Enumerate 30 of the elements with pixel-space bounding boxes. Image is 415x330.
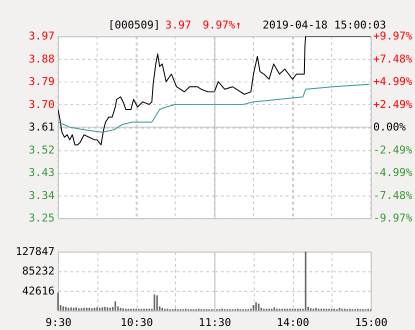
text: -9.97%	[373, 212, 412, 225]
x-tick-label: 10:30	[120, 316, 153, 329]
text: 2019-04-18 15:00:03	[262, 18, 386, 32]
x-tick-label: 14:00	[276, 316, 310, 329]
text: 9.97%↑	[202, 18, 242, 32]
y-tick-label: 3.61	[28, 120, 55, 134]
y-tick-label: 3.52	[28, 143, 55, 156]
text: [000509]	[108, 18, 160, 32]
y-tick-label: 3.25	[28, 212, 55, 225]
text: 3.97	[165, 18, 192, 32]
text: +7.48%	[373, 52, 412, 66]
y-tick-label: 42616	[22, 284, 55, 298]
x-tick-label: 15:00	[354, 316, 388, 329]
y-tick-label: 3.43	[28, 166, 55, 180]
text: -4.99%	[373, 166, 412, 180]
text: -2.49%	[373, 143, 412, 156]
x-tick-label: 9:30	[46, 316, 72, 329]
y-tick-label: 85232	[22, 264, 55, 278]
y-tick-label: 3.34	[28, 188, 55, 202]
text: +4.99%	[373, 75, 412, 88]
text: 0.00%	[373, 120, 406, 134]
text: +9.97%	[373, 30, 412, 43]
y-tick-label: 3.70	[28, 98, 55, 111]
y-tick-label: 3.97	[28, 30, 55, 43]
x-tick-label: 11:30	[198, 316, 232, 329]
text: +2.49%	[373, 98, 412, 111]
y-tick-label: 127847	[16, 245, 55, 258]
y-tick-label: 3.79	[28, 75, 55, 88]
y-tick-label: 3.88	[28, 52, 55, 66]
text: -7.48%	[373, 188, 412, 202]
